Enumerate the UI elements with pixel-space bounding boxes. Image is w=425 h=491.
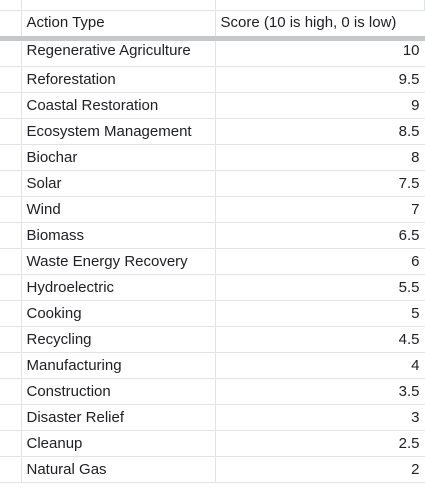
cell-score[interactable]: 7.5	[215, 170, 425, 197]
cell-action-type[interactable]: Regenerative Agriculture	[21, 36, 216, 67]
row-gutter[interactable]	[0, 170, 22, 197]
gridline	[215, 0, 216, 10]
table-row: Disaster Relief 3	[0, 404, 425, 431]
cell-score[interactable]: 3	[215, 404, 425, 431]
cell-action-type[interactable]: Ecosystem Management	[21, 118, 216, 145]
row-gutter[interactable]	[0, 222, 22, 249]
cell-score[interactable]: 2	[215, 456, 425, 483]
table-row: Cleanup 2.5	[0, 430, 425, 457]
cell-score[interactable]: 8	[215, 144, 425, 171]
table-row: Construction 3.5	[0, 378, 425, 405]
cell-action-type[interactable]: Wind	[21, 196, 216, 223]
table-row: Cooking 5	[0, 300, 425, 327]
cell-action-type[interactable]: Reforestation	[21, 66, 216, 93]
gridline	[21, 0, 22, 10]
row-gutter[interactable]	[0, 300, 22, 327]
frozen-row-divider[interactable]	[0, 36, 425, 41]
cell-action-type[interactable]: Manufacturing	[21, 352, 216, 379]
cell-action-type[interactable]: Solar	[21, 170, 216, 197]
cell-score[interactable]: 7	[215, 196, 425, 223]
table-row: Ecosystem Management 8.5	[0, 118, 425, 145]
cell-action-type[interactable]: Natural Gas	[21, 456, 216, 483]
row-gutter[interactable]	[0, 274, 22, 301]
row-gutter[interactable]	[0, 144, 22, 171]
cell-score[interactable]: 9	[215, 92, 425, 119]
row-gutter[interactable]	[0, 430, 22, 457]
table-row: Regenerative Agriculture 10	[0, 36, 425, 67]
cell-action-type[interactable]: Waste Energy Recovery	[21, 248, 216, 275]
row-gutter[interactable]	[0, 196, 22, 223]
row-gutter[interactable]	[0, 92, 22, 119]
table-row: Reforestation 9.5	[0, 66, 425, 93]
cell-action-type[interactable]: Cleanup	[21, 430, 216, 457]
row-gutter[interactable]	[0, 352, 22, 379]
table-row: Hydroelectric 5.5	[0, 274, 425, 301]
row-gutter[interactable]	[0, 36, 22, 67]
row-gutter[interactable]	[0, 456, 22, 483]
table-row: Waste Energy Recovery 6	[0, 248, 425, 275]
cell-score[interactable]: 2.5	[215, 430, 425, 457]
table-row: Biochar 8	[0, 144, 425, 171]
table-row: Recycling 4.5	[0, 326, 425, 353]
cell-score[interactable]: 3.5	[215, 378, 425, 405]
header-cell-score[interactable]: Score (10 is high, 0 is low)	[215, 10, 425, 36]
cell-score[interactable]: 8.5	[215, 118, 425, 145]
row-gutter[interactable]	[0, 326, 22, 353]
cell-score[interactable]: 6.5	[215, 222, 425, 249]
cell-action-type[interactable]: Cooking	[21, 300, 216, 327]
header-row: Action Type Score (10 is high, 0 is low)	[0, 10, 425, 36]
cell-score[interactable]: 6	[215, 248, 425, 275]
table-row: Solar 7.5	[0, 170, 425, 197]
cell-score[interactable]: 9.5	[215, 66, 425, 93]
row-gutter[interactable]	[0, 66, 22, 93]
table-row: Coastal Restoration 9	[0, 92, 425, 119]
cell-score[interactable]: 4.5	[215, 326, 425, 353]
table-row: Natural Gas 2	[0, 456, 425, 483]
cell-action-type[interactable]: Disaster Relief	[21, 404, 216, 431]
cell-action-type[interactable]: Recycling	[21, 326, 216, 353]
cell-score[interactable]: 10	[215, 36, 425, 67]
table-row: Biomass 6.5	[0, 222, 425, 249]
row-gutter[interactable]	[0, 404, 22, 431]
table-row: Manufacturing 4	[0, 352, 425, 379]
table-row: Wind 7	[0, 196, 425, 223]
cell-action-type[interactable]: Biochar	[21, 144, 216, 171]
cell-action-type[interactable]: Construction	[21, 378, 216, 405]
cell-score[interactable]: 5	[215, 300, 425, 327]
cell-action-type[interactable]: Hydroelectric	[21, 274, 216, 301]
cell-action-type[interactable]: Coastal Restoration	[21, 92, 216, 119]
cell-score[interactable]: 4	[215, 352, 425, 379]
row-gutter[interactable]	[0, 248, 22, 275]
row-gutter[interactable]	[0, 10, 22, 36]
cell-action-type[interactable]: Biomass	[21, 222, 216, 249]
row-gutter[interactable]	[0, 378, 22, 405]
score-table: Action Type Score (10 is high, 0 is low)…	[0, 10, 425, 483]
row-gutter[interactable]	[0, 118, 22, 145]
header-cell-action-type[interactable]: Action Type	[21, 10, 216, 36]
cell-score[interactable]: 5.5	[215, 274, 425, 301]
